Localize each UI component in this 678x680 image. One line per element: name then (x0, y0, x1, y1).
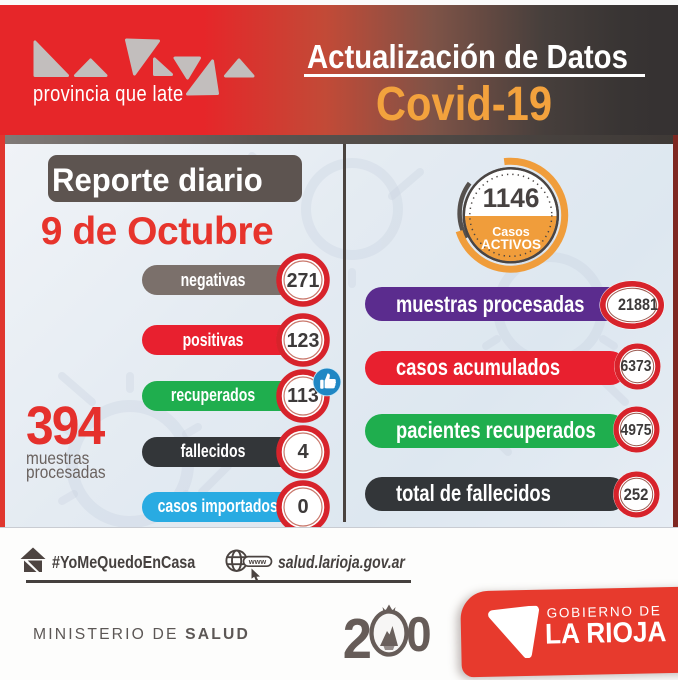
svg-text:2: 2 (343, 606, 371, 662)
svg-text:www: www (248, 557, 267, 566)
svg-text:0: 0 (406, 607, 431, 662)
